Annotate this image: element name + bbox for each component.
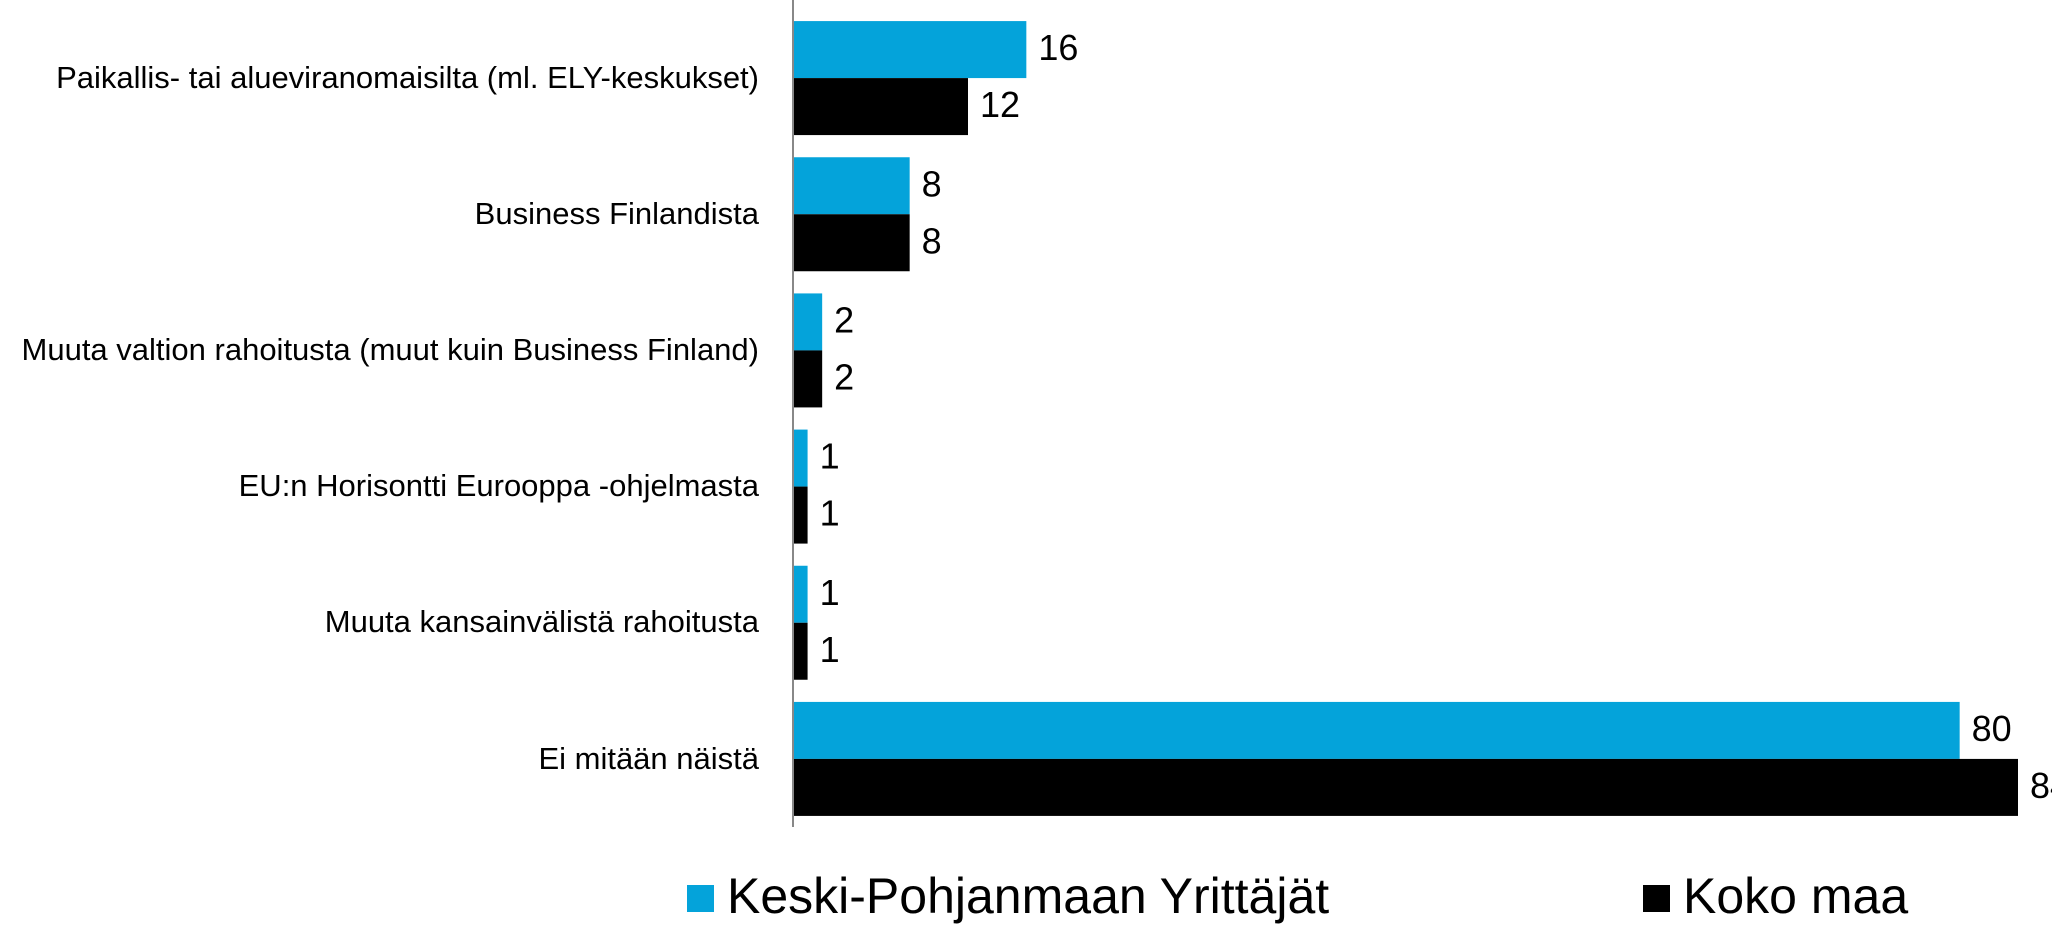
y-tick-label: EU:n Horisontti Eurooppa -ohjelmasta <box>238 468 759 504</box>
legend-swatch <box>687 885 714 912</box>
value-label: 1 <box>820 572 840 613</box>
y-tick-label: Business Finlandista <box>474 195 759 231</box>
bar <box>793 622 808 680</box>
bar <box>793 565 808 623</box>
bar <box>793 78 968 136</box>
bar <box>793 701 1960 759</box>
value-label: 12 <box>980 84 1020 125</box>
category-label-box: Business Finlandista <box>474 195 759 231</box>
value-label: 80 <box>1972 708 2012 749</box>
bar <box>793 350 823 408</box>
value-label: 8 <box>922 163 942 204</box>
bar <box>793 758 2018 816</box>
bar <box>793 214 910 272</box>
legend-label: Koko maa <box>1683 868 1908 924</box>
bar <box>793 21 1027 79</box>
y-tick-label: Muuta valtion rahoitusta (muut kuin Busi… <box>21 332 759 368</box>
y-tick-label: Muuta kansainvälistä rahoitusta <box>324 604 759 640</box>
legend-swatch <box>1643 885 1670 912</box>
value-label: 1 <box>820 629 840 670</box>
y-tick-label: Ei mitään näistä <box>538 740 759 776</box>
value-label: 84 <box>2030 765 2052 806</box>
bar <box>793 293 823 351</box>
category-label-box: Muuta valtion rahoitusta (muut kuin Busi… <box>21 332 759 368</box>
bar <box>793 429 808 487</box>
legend-label: Keski-Pohjanmaan Yrittäjät <box>727 868 1329 924</box>
category-label-box: Ei mitään näistä <box>538 740 759 776</box>
value-label: 1 <box>820 436 840 477</box>
value-label: 2 <box>834 356 854 397</box>
category-label-box: EU:n Horisontti Eurooppa -ohjelmasta <box>238 468 759 504</box>
category-label-box: Muuta kansainvälistä rahoitusta <box>324 604 759 640</box>
value-label: 8 <box>922 220 942 261</box>
value-label: 1 <box>820 493 840 534</box>
value-label: 16 <box>1038 27 1078 68</box>
value-label: 2 <box>834 299 854 340</box>
bar <box>793 157 910 215</box>
bar <box>793 486 808 544</box>
y-tick-label: Paikallis- tai alueviranomaisilta (ml. E… <box>56 59 759 95</box>
category-label-box: Paikallis- tai alueviranomaisilta (ml. E… <box>56 59 759 95</box>
